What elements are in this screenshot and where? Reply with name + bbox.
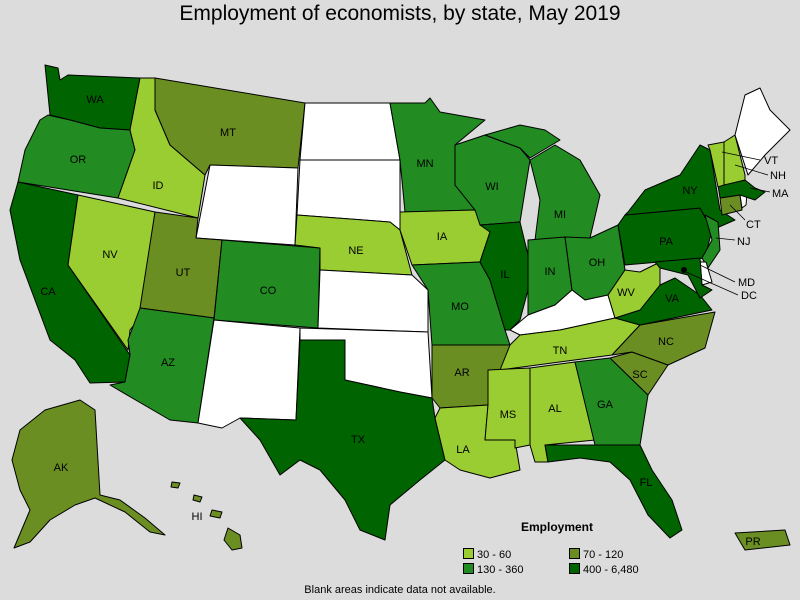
label-nj: NJ — [737, 236, 750, 248]
label-in: IN — [545, 266, 556, 278]
label-fl: FL — [640, 477, 653, 489]
label-ak: AK — [54, 462, 69, 474]
legend-swatch — [569, 548, 580, 559]
state-hi-4[interactable] — [170, 481, 181, 489]
state-nd[interactable] — [299, 102, 401, 161]
label-hi: HI — [192, 511, 203, 523]
label-wa: WA — [86, 94, 104, 106]
label-nc: NC — [658, 336, 674, 348]
state-vt[interactable] — [707, 141, 725, 188]
state-tx[interactable] — [239, 339, 446, 541]
label-mo: MO — [451, 301, 469, 313]
label-ne: NE — [348, 245, 363, 257]
label-ga: GA — [597, 399, 614, 411]
label-ct: CT — [746, 219, 761, 231]
state-md[interactable] — [654, 257, 713, 299]
label-co: CO — [260, 285, 277, 297]
state-me[interactable] — [734, 87, 791, 176]
state-hi[interactable] — [223, 527, 243, 551]
state-ny[interactable] — [624, 144, 736, 231]
state-nh[interactable] — [723, 134, 746, 186]
state-pr[interactable] — [734, 529, 791, 551]
label-mn: MN — [416, 158, 433, 170]
label-wi: WI — [485, 181, 498, 193]
label-pa: PA — [659, 236, 674, 248]
label-wv: WV — [617, 287, 635, 299]
leader-lines — [685, 151, 771, 296]
label-ia: IA — [437, 231, 448, 243]
footnote: Blank areas indicate data not available. — [304, 584, 496, 596]
state-wy[interactable] — [195, 164, 299, 246]
state-mi-up[interactable] — [484, 124, 561, 159]
state-fl[interactable] — [544, 444, 683, 539]
legend-item-130-360: 130 - 360 — [463, 563, 524, 576]
label-nh: NH — [770, 170, 786, 182]
legend-item-30-60: 30 - 60 — [463, 548, 512, 561]
label-az: AZ — [161, 357, 175, 369]
label-tn: TN — [553, 345, 568, 357]
label-vt: VT — [764, 155, 778, 167]
state-ma[interactable] — [717, 179, 766, 201]
legend-label: 30 - 60 — [477, 549, 512, 561]
label-md: MD — [738, 277, 755, 289]
label-al: AL — [548, 403, 561, 415]
label-il: IL — [500, 269, 509, 281]
state-ks[interactable] — [317, 269, 429, 333]
state-hi-2[interactable] — [209, 509, 223, 519]
map-title: Employment of economists, by state, May … — [179, 2, 621, 25]
label-tx: TX — [351, 434, 366, 446]
state-ak[interactable] — [11, 399, 166, 549]
label-pr: PR — [745, 536, 760, 548]
legend-swatch — [463, 563, 474, 574]
label-ar: AR — [454, 367, 469, 379]
label-mi: MI — [554, 209, 566, 221]
label-id: ID — [153, 180, 164, 192]
state-co[interactable] — [213, 239, 321, 329]
state-wv[interactable] — [607, 261, 661, 319]
label-ut: UT — [176, 267, 191, 279]
state-mi[interactable] — [529, 144, 601, 241]
label-la: LA — [456, 444, 470, 456]
dc-marker[interactable] — [681, 267, 687, 273]
legend-item-70-120: 70 - 120 — [569, 548, 624, 561]
legend-swatch — [569, 563, 580, 574]
label-sc: SC — [632, 369, 647, 381]
label-ca: CA — [40, 286, 56, 298]
label-mt: MT — [220, 127, 236, 139]
state-hi-3[interactable] — [192, 494, 203, 503]
legend-label: 130 - 360 — [477, 564, 524, 576]
label-ny: NY — [682, 185, 698, 197]
label-va: VA — [665, 293, 680, 305]
legend-swatch — [463, 548, 474, 559]
label-oh: OH — [589, 257, 606, 269]
label-nv: NV — [102, 249, 118, 261]
label-or: OR — [70, 154, 87, 166]
legend-title: Employment — [521, 520, 594, 534]
state-nm[interactable] — [197, 319, 301, 429]
legend-label: 70 - 120 — [583, 549, 624, 561]
label-ms: MS — [500, 409, 517, 421]
state-ms[interactable] — [484, 367, 531, 449]
state-ga[interactable] — [574, 357, 649, 446]
label-dc: DC — [741, 290, 757, 302]
legend-label: 400 - 6,480 — [583, 564, 639, 576]
label-ma: MA — [772, 188, 789, 200]
legend-item-400-6480: 400 - 6,480 — [569, 563, 639, 576]
